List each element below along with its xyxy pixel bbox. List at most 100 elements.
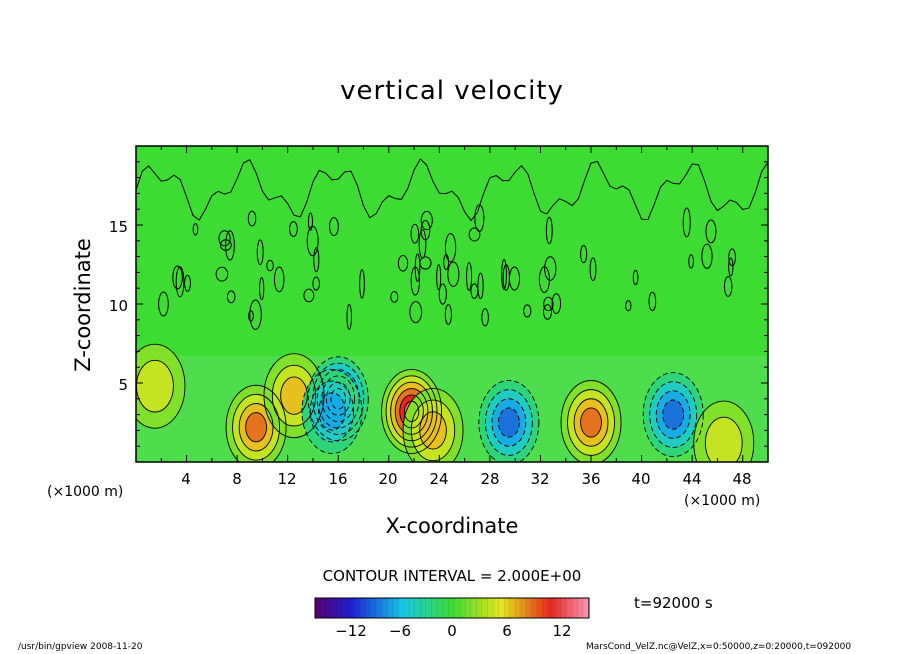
contour-line <box>728 248 736 267</box>
contour-line <box>136 343 186 429</box>
contour-line <box>390 291 399 303</box>
contour-line <box>447 261 460 287</box>
contour-line <box>544 256 557 281</box>
field-cell <box>245 412 267 442</box>
x-tick-label: 8 <box>232 470 242 488</box>
contour-interval-label: CONTOUR INTERVAL = 2.000E+00 <box>322 567 582 585</box>
contour-line <box>551 293 562 314</box>
x-tick-label: 12 <box>277 470 297 488</box>
contour-line <box>385 375 438 448</box>
contour-line <box>402 387 464 462</box>
contour-line <box>309 380 355 443</box>
contour-line <box>481 308 489 327</box>
contour-line <box>642 372 704 458</box>
contour-line <box>247 210 257 227</box>
contour-line <box>303 288 315 303</box>
contour-line <box>497 407 520 438</box>
contour-line <box>573 398 609 447</box>
contour-line <box>312 276 320 291</box>
x-tick-label: 4 <box>181 470 191 488</box>
contour-line <box>226 290 236 304</box>
contour-line <box>313 247 320 273</box>
contour-line <box>523 304 532 318</box>
contour-line <box>397 254 409 272</box>
contour-line <box>728 257 734 277</box>
x-tick-marks <box>160 146 744 462</box>
contour-line <box>419 411 447 450</box>
contour-line <box>545 216 553 245</box>
contour-line <box>184 274 191 292</box>
contour-line <box>501 259 507 290</box>
field-layer <box>136 344 768 462</box>
colorbar-tick-label: −6 <box>388 622 412 640</box>
y-tick-label: 10 <box>108 297 128 315</box>
contour-line <box>263 353 325 439</box>
contour-line <box>410 223 420 244</box>
contour-line <box>468 227 481 242</box>
contour-line <box>245 412 267 443</box>
field-cell <box>705 417 743 462</box>
x-unit-left: (×1000 m) <box>47 484 124 500</box>
contour-line <box>414 253 421 283</box>
y-tick-label: 15 <box>108 218 128 236</box>
contour-line <box>436 264 442 291</box>
x-tick-label: 20 <box>378 470 398 488</box>
contour-line <box>470 283 479 299</box>
contour-line <box>410 266 420 296</box>
colorbar-tick-label: 6 <box>502 622 512 640</box>
contour-line <box>249 299 262 330</box>
contour-line <box>655 390 691 439</box>
contour-line <box>420 210 433 231</box>
contour-line <box>158 291 169 317</box>
contour-line <box>312 362 365 435</box>
contour-line <box>225 230 235 261</box>
contour-line <box>175 266 185 298</box>
footer-left: /usr/bin/gpview 2008-11-20 <box>18 642 143 652</box>
field-cell <box>580 407 602 438</box>
contour-line <box>301 368 363 454</box>
contour-line <box>318 392 346 431</box>
contour-line <box>560 380 622 462</box>
time-label: t=92000 s <box>634 594 713 612</box>
contour-line <box>266 259 274 272</box>
contour-line <box>538 266 550 293</box>
contour-line <box>723 275 733 297</box>
x-tick-label: 32 <box>530 470 550 488</box>
x-tick-label: 16 <box>328 470 348 488</box>
contour-line <box>172 265 183 290</box>
x-tick-label: 44 <box>682 470 702 488</box>
contour-line <box>410 399 456 462</box>
colorbar-tick-label: 0 <box>447 622 457 640</box>
contour-line <box>477 272 484 300</box>
contour-line <box>705 219 717 244</box>
contour-line <box>508 266 521 291</box>
contour-line <box>218 230 231 247</box>
contour-line <box>444 304 452 325</box>
contour-line <box>215 266 229 282</box>
contour-line <box>474 204 485 232</box>
contour-line <box>136 158 768 222</box>
contour-line <box>232 393 281 461</box>
x-axis-label: X-coordinate <box>385 514 519 538</box>
contour-line <box>580 407 602 438</box>
contour-line <box>259 277 265 301</box>
contour-line <box>438 283 447 305</box>
contour-line <box>682 207 691 238</box>
contour-line <box>238 403 274 452</box>
field-cell <box>136 360 174 413</box>
contour-line <box>478 380 540 462</box>
contour-line <box>589 257 597 282</box>
chart-title: vertical velocity <box>340 76 564 106</box>
y-tick-marks <box>136 161 768 447</box>
field-cell <box>662 399 684 430</box>
contour-line <box>648 291 657 312</box>
contour-line <box>688 254 694 269</box>
footer-right: MarsCond_VelZ.nc@VelZ,x=0:50000,z=0:2000… <box>586 642 852 652</box>
contour-line <box>466 262 473 291</box>
y-axis-label: Z-coordinate <box>71 238 95 372</box>
contour-line <box>225 384 287 462</box>
contour-line <box>289 221 298 237</box>
contour-line <box>701 243 713 269</box>
contour-line <box>381 368 443 454</box>
contour-line <box>543 304 553 320</box>
